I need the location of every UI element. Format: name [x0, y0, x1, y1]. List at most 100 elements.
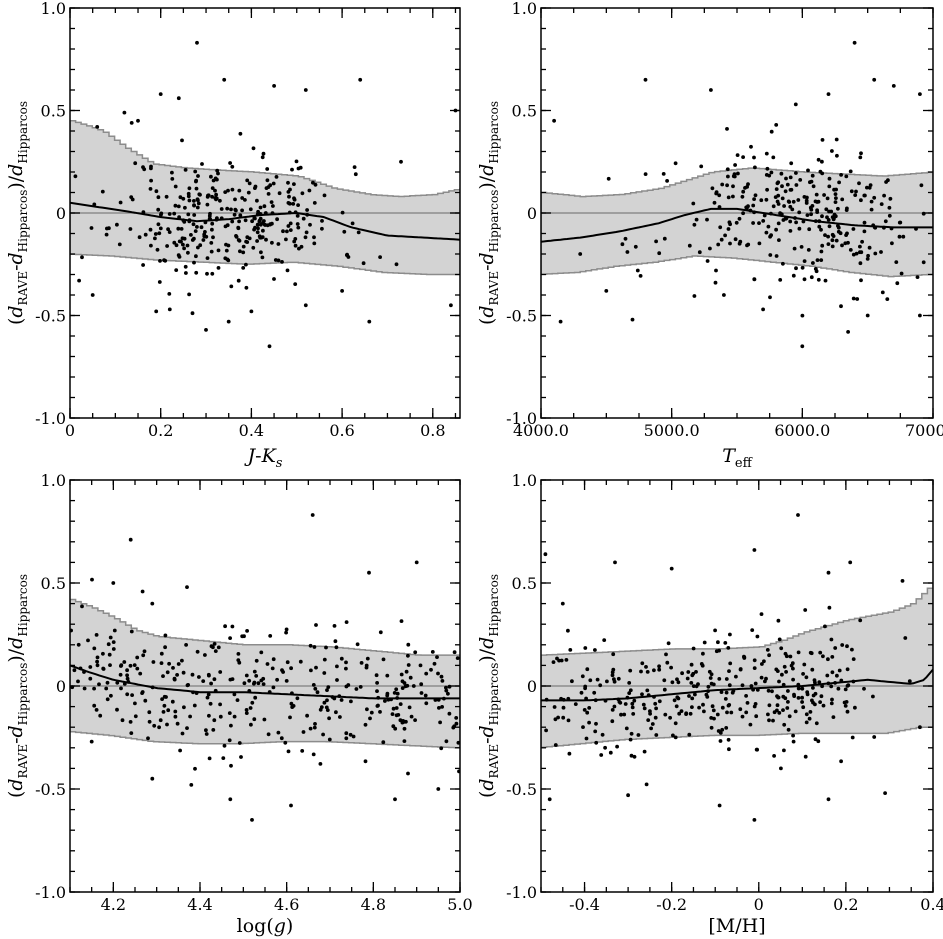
data-point	[185, 585, 189, 589]
data-point	[848, 169, 853, 174]
data-point	[732, 172, 737, 177]
data-point	[125, 676, 130, 681]
data-point	[244, 262, 248, 267]
data-point	[648, 709, 652, 714]
data-point	[672, 698, 677, 703]
x-axis-title: Teff	[722, 445, 753, 471]
data-point	[775, 703, 780, 708]
data-point	[633, 244, 638, 249]
data-point	[788, 204, 793, 209]
data-point	[118, 200, 123, 205]
data-point	[241, 266, 246, 270]
data-point	[206, 193, 210, 198]
data-point	[816, 157, 821, 162]
data-point	[244, 285, 249, 290]
data-point	[724, 726, 729, 730]
data-point	[305, 208, 309, 212]
data-point	[815, 210, 820, 215]
data-point	[839, 759, 843, 764]
tick-labels: 0 0.2 0.4 0.6 0.8 -1.0 -0.5 0 0.5 1.0	[35, 0, 445, 440]
data-point	[919, 183, 924, 188]
data-point	[872, 735, 877, 739]
panel-logg: 4.2 4.4 4.6 4.8 5.0 -1.0 -0.5 0 0.5 1.0 log(g) (d…	[5, 471, 473, 937]
data-point	[293, 243, 298, 248]
data-point	[399, 619, 404, 623]
data-point	[791, 666, 795, 671]
data-point	[223, 256, 228, 261]
data-point	[192, 213, 197, 217]
data-point	[820, 138, 825, 142]
data-point	[657, 667, 662, 672]
data-point	[125, 673, 129, 678]
data-point	[691, 201, 696, 206]
data-point	[232, 714, 237, 719]
data-point	[88, 665, 93, 669]
data-point	[623, 236, 628, 241]
data-point	[717, 648, 721, 653]
data-point	[364, 663, 369, 668]
data-point	[715, 712, 720, 717]
data-point	[213, 188, 217, 193]
data-point	[213, 176, 218, 181]
data-point	[261, 676, 266, 681]
data-point	[744, 205, 749, 210]
data-point	[182, 246, 187, 251]
data-point	[358, 685, 363, 689]
data-point	[135, 666, 140, 671]
data-point	[802, 259, 807, 263]
data-point	[156, 207, 161, 212]
data-point	[788, 219, 793, 224]
data-point	[440, 705, 444, 709]
data-point	[195, 40, 199, 45]
data-point	[250, 700, 255, 705]
data-point	[630, 701, 635, 706]
data-point	[177, 239, 182, 244]
data-point	[713, 628, 717, 633]
data-point	[791, 733, 795, 738]
data-point	[738, 667, 743, 671]
data-point	[325, 698, 329, 703]
data-point	[216, 248, 221, 253]
data-point	[365, 707, 369, 712]
data-point	[790, 661, 795, 666]
data-point	[310, 513, 315, 517]
data-point	[753, 193, 758, 198]
data-point	[752, 277, 757, 281]
data-point	[236, 225, 241, 230]
data-point	[675, 695, 680, 700]
data-point	[181, 670, 186, 675]
data-point	[774, 187, 779, 192]
data-point	[809, 207, 814, 212]
data-point	[259, 250, 263, 255]
data-point	[230, 164, 235, 169]
y-axis-title: (dRAVE-dHipparcos)/dHipparcos	[476, 574, 501, 798]
data-point	[268, 183, 273, 188]
y-tick-label: 1.0	[512, 0, 537, 18]
data-point	[292, 182, 296, 187]
data-point	[454, 716, 459, 720]
data-point	[368, 716, 372, 721]
data-point	[167, 307, 172, 312]
data-point	[865, 313, 870, 318]
data-point	[836, 686, 841, 691]
data-point	[89, 226, 94, 230]
data-point	[726, 227, 731, 231]
data-point	[811, 686, 815, 690]
data-point	[845, 231, 849, 236]
data-point	[400, 720, 405, 725]
data-point	[692, 222, 697, 227]
data-point	[444, 739, 449, 744]
data-point	[915, 275, 920, 279]
data-point	[163, 645, 168, 650]
x-tick-label: 4.6	[274, 895, 299, 914]
data-point	[788, 229, 793, 233]
tick-marks	[540, 7, 934, 419]
data-point	[728, 632, 732, 637]
data-point	[691, 671, 696, 676]
data-point	[777, 679, 781, 684]
data-point	[252, 669, 257, 674]
data-point	[175, 721, 180, 726]
data-point	[86, 638, 90, 643]
data-point	[185, 683, 190, 688]
data-point	[679, 709, 684, 713]
